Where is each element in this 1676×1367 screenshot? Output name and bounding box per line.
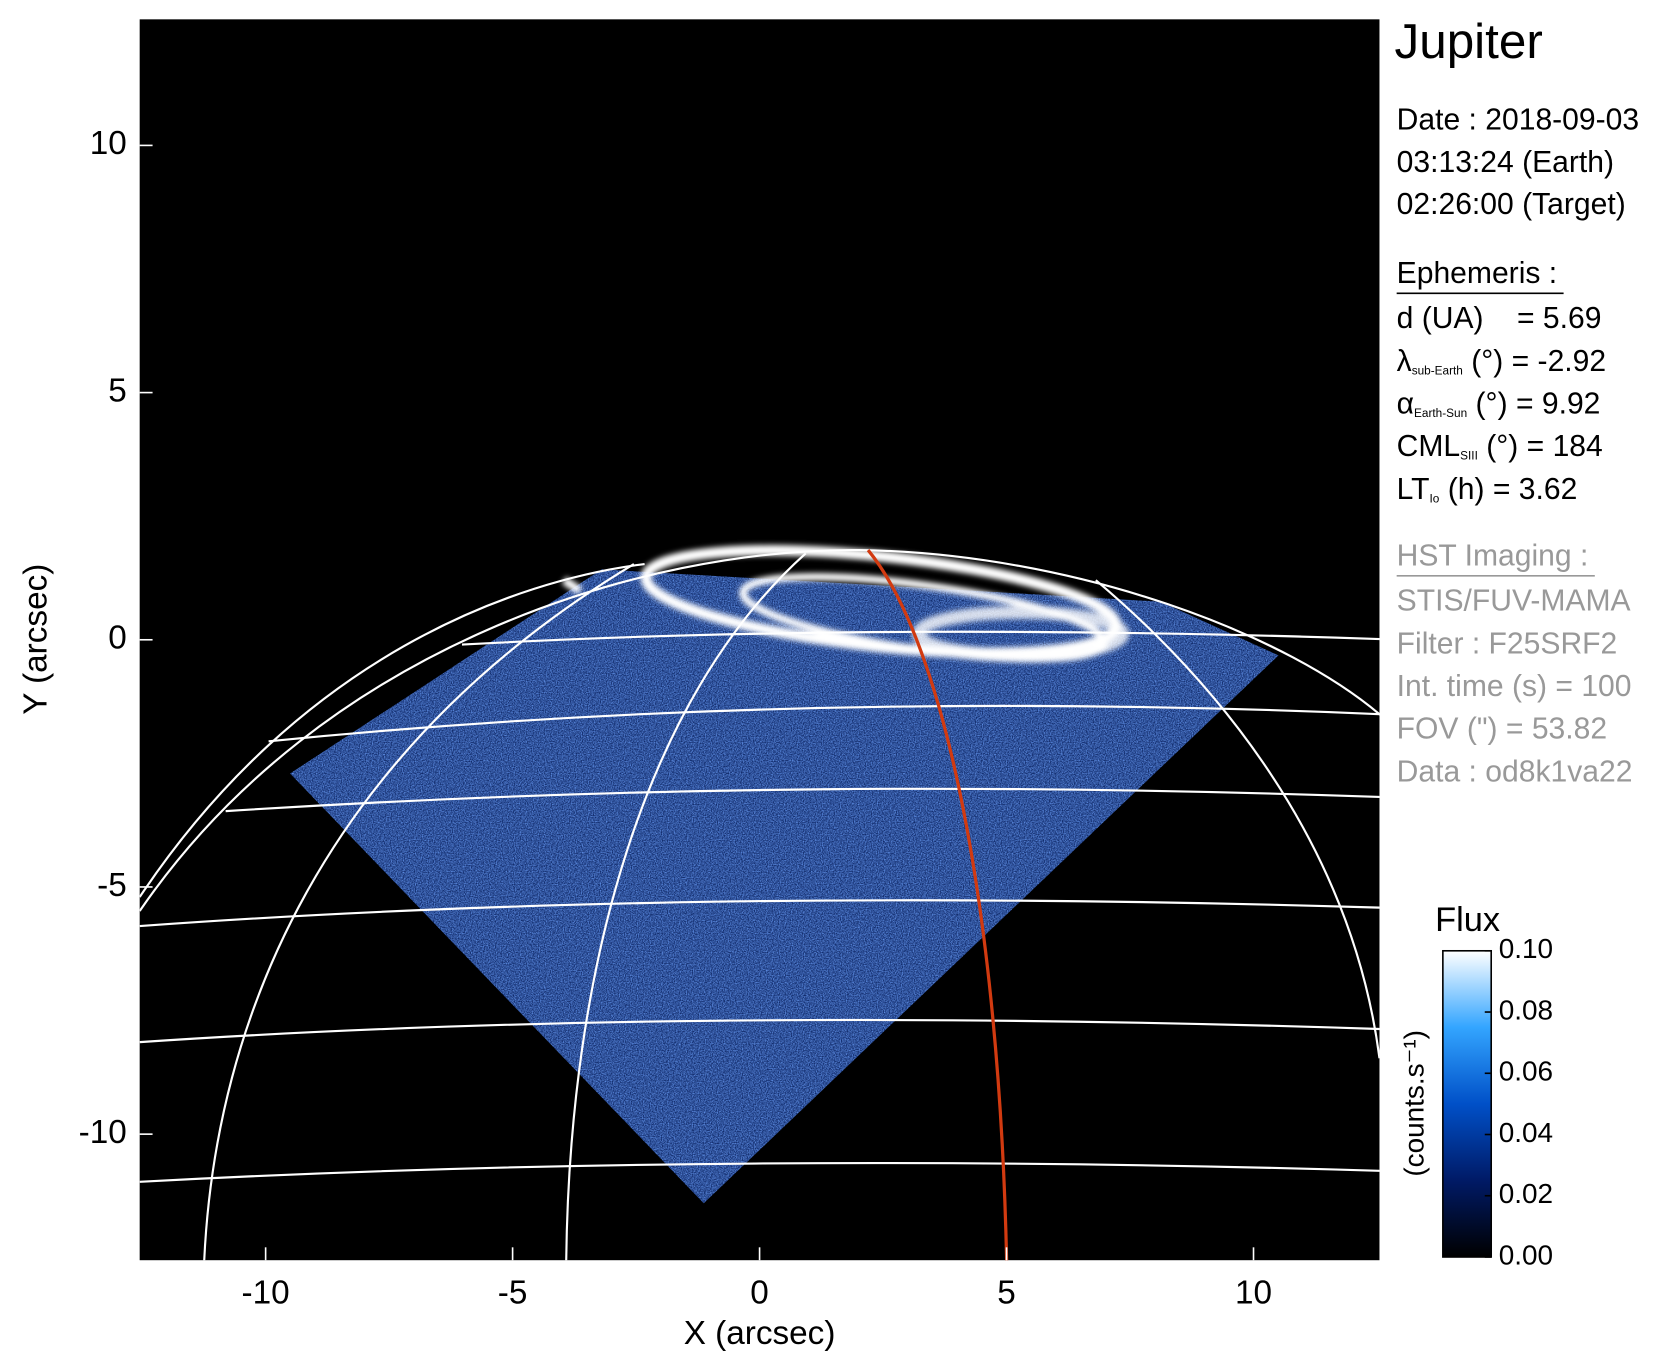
info-symbol: LT <box>1397 473 1430 506</box>
graticule <box>139 548 1380 1261</box>
info-value: (h) = 3.62 <box>1439 473 1577 506</box>
x-tick-label: 5 <box>997 1274 1016 1311</box>
colorbar-tick-label: 0.02 <box>1499 1178 1553 1209</box>
meridian <box>866 549 1009 1261</box>
colorbar-units: (counts.s⁻¹) <box>1398 1030 1429 1177</box>
info-line: LTIo (h) = 3.62 <box>1397 473 1578 506</box>
y-tick-label: -10 <box>79 1114 127 1151</box>
x-tick-label: 0 <box>750 1274 769 1311</box>
info-subscript: Io <box>1430 491 1440 505</box>
axes: -10 -5 0 5 10 -10 -5 0 5 10 <box>79 125 1272 1311</box>
info-value: (°) = -2.92 <box>1463 345 1606 378</box>
info-panel: Date : 2018-09-03 03:13:24 (Earth) 02:26:0… <box>1397 103 1639 788</box>
info-symbol: CML <box>1397 430 1461 463</box>
colorbar-tick-label: 0.06 <box>1499 1056 1553 1087</box>
info-line: CMLSIII (°) = 184 <box>1397 430 1603 463</box>
info-line: Filter : F25SRF2 <box>1397 627 1618 660</box>
colorbar <box>1442 949 1493 1258</box>
section-heading: HST Imaging : <box>1397 540 1589 573</box>
date-line: 03:13:24 (Earth) <box>1397 146 1614 179</box>
colorbar-tick-label: 0.08 <box>1499 994 1553 1025</box>
x-tick-label: -10 <box>242 1274 290 1311</box>
x-tick-label: -5 <box>498 1274 528 1311</box>
title: Jupiter <box>1395 14 1543 69</box>
info-value: (°) = 9.92 <box>1467 387 1600 420</box>
x-tick-label: 10 <box>1235 1274 1272 1311</box>
noise <box>290 569 1279 1204</box>
info-line: FOV (") = 53.82 <box>1397 713 1607 746</box>
y-axis-label: Y (arcsec) <box>17 564 54 715</box>
info-subscript: sub-Earth <box>1412 364 1463 378</box>
info-line: d (UA) = 5.69 <box>1397 302 1602 335</box>
info-subscript: SIII <box>1460 449 1478 463</box>
date-line: Date : 2018-09-03 <box>1397 103 1639 136</box>
y-tick-label: -5 <box>97 867 127 904</box>
image <box>139 545 1380 1261</box>
section-heading: Ephemeris : <box>1397 257 1557 290</box>
x-axis-label: X (arcsec) <box>684 1315 836 1352</box>
info-line: STIS/FUV-MAMA <box>1397 585 1631 618</box>
y-tick-label: 5 <box>108 372 127 409</box>
colorbar-tick-label: 0.00 <box>1499 1239 1553 1270</box>
colorbar-label: Flux <box>1435 901 1500 939</box>
info-subscript: Earth-Sun <box>1414 406 1467 420</box>
info-symbol: α <box>1397 387 1414 420</box>
info-line: Int. time (s) = 100 <box>1397 670 1632 703</box>
info-value: (°) = 184 <box>1478 430 1603 463</box>
info-line: αEarth-Sun (°) = 9.92 <box>1397 387 1601 420</box>
info-line: λsub-Earth (°) = -2.92 <box>1397 345 1606 378</box>
y-tick-label: 10 <box>90 125 127 162</box>
colorbar-tick-label: 0.04 <box>1499 1117 1553 1148</box>
date-line: 02:26:00 (Target) <box>1397 188 1626 221</box>
info-line: Data : od8k1va22 <box>1397 755 1633 788</box>
y-tick-label: 0 <box>108 620 127 657</box>
info-symbol: λ <box>1397 345 1412 378</box>
colorbar-tick-label: 0.10 <box>1499 933 1553 964</box>
